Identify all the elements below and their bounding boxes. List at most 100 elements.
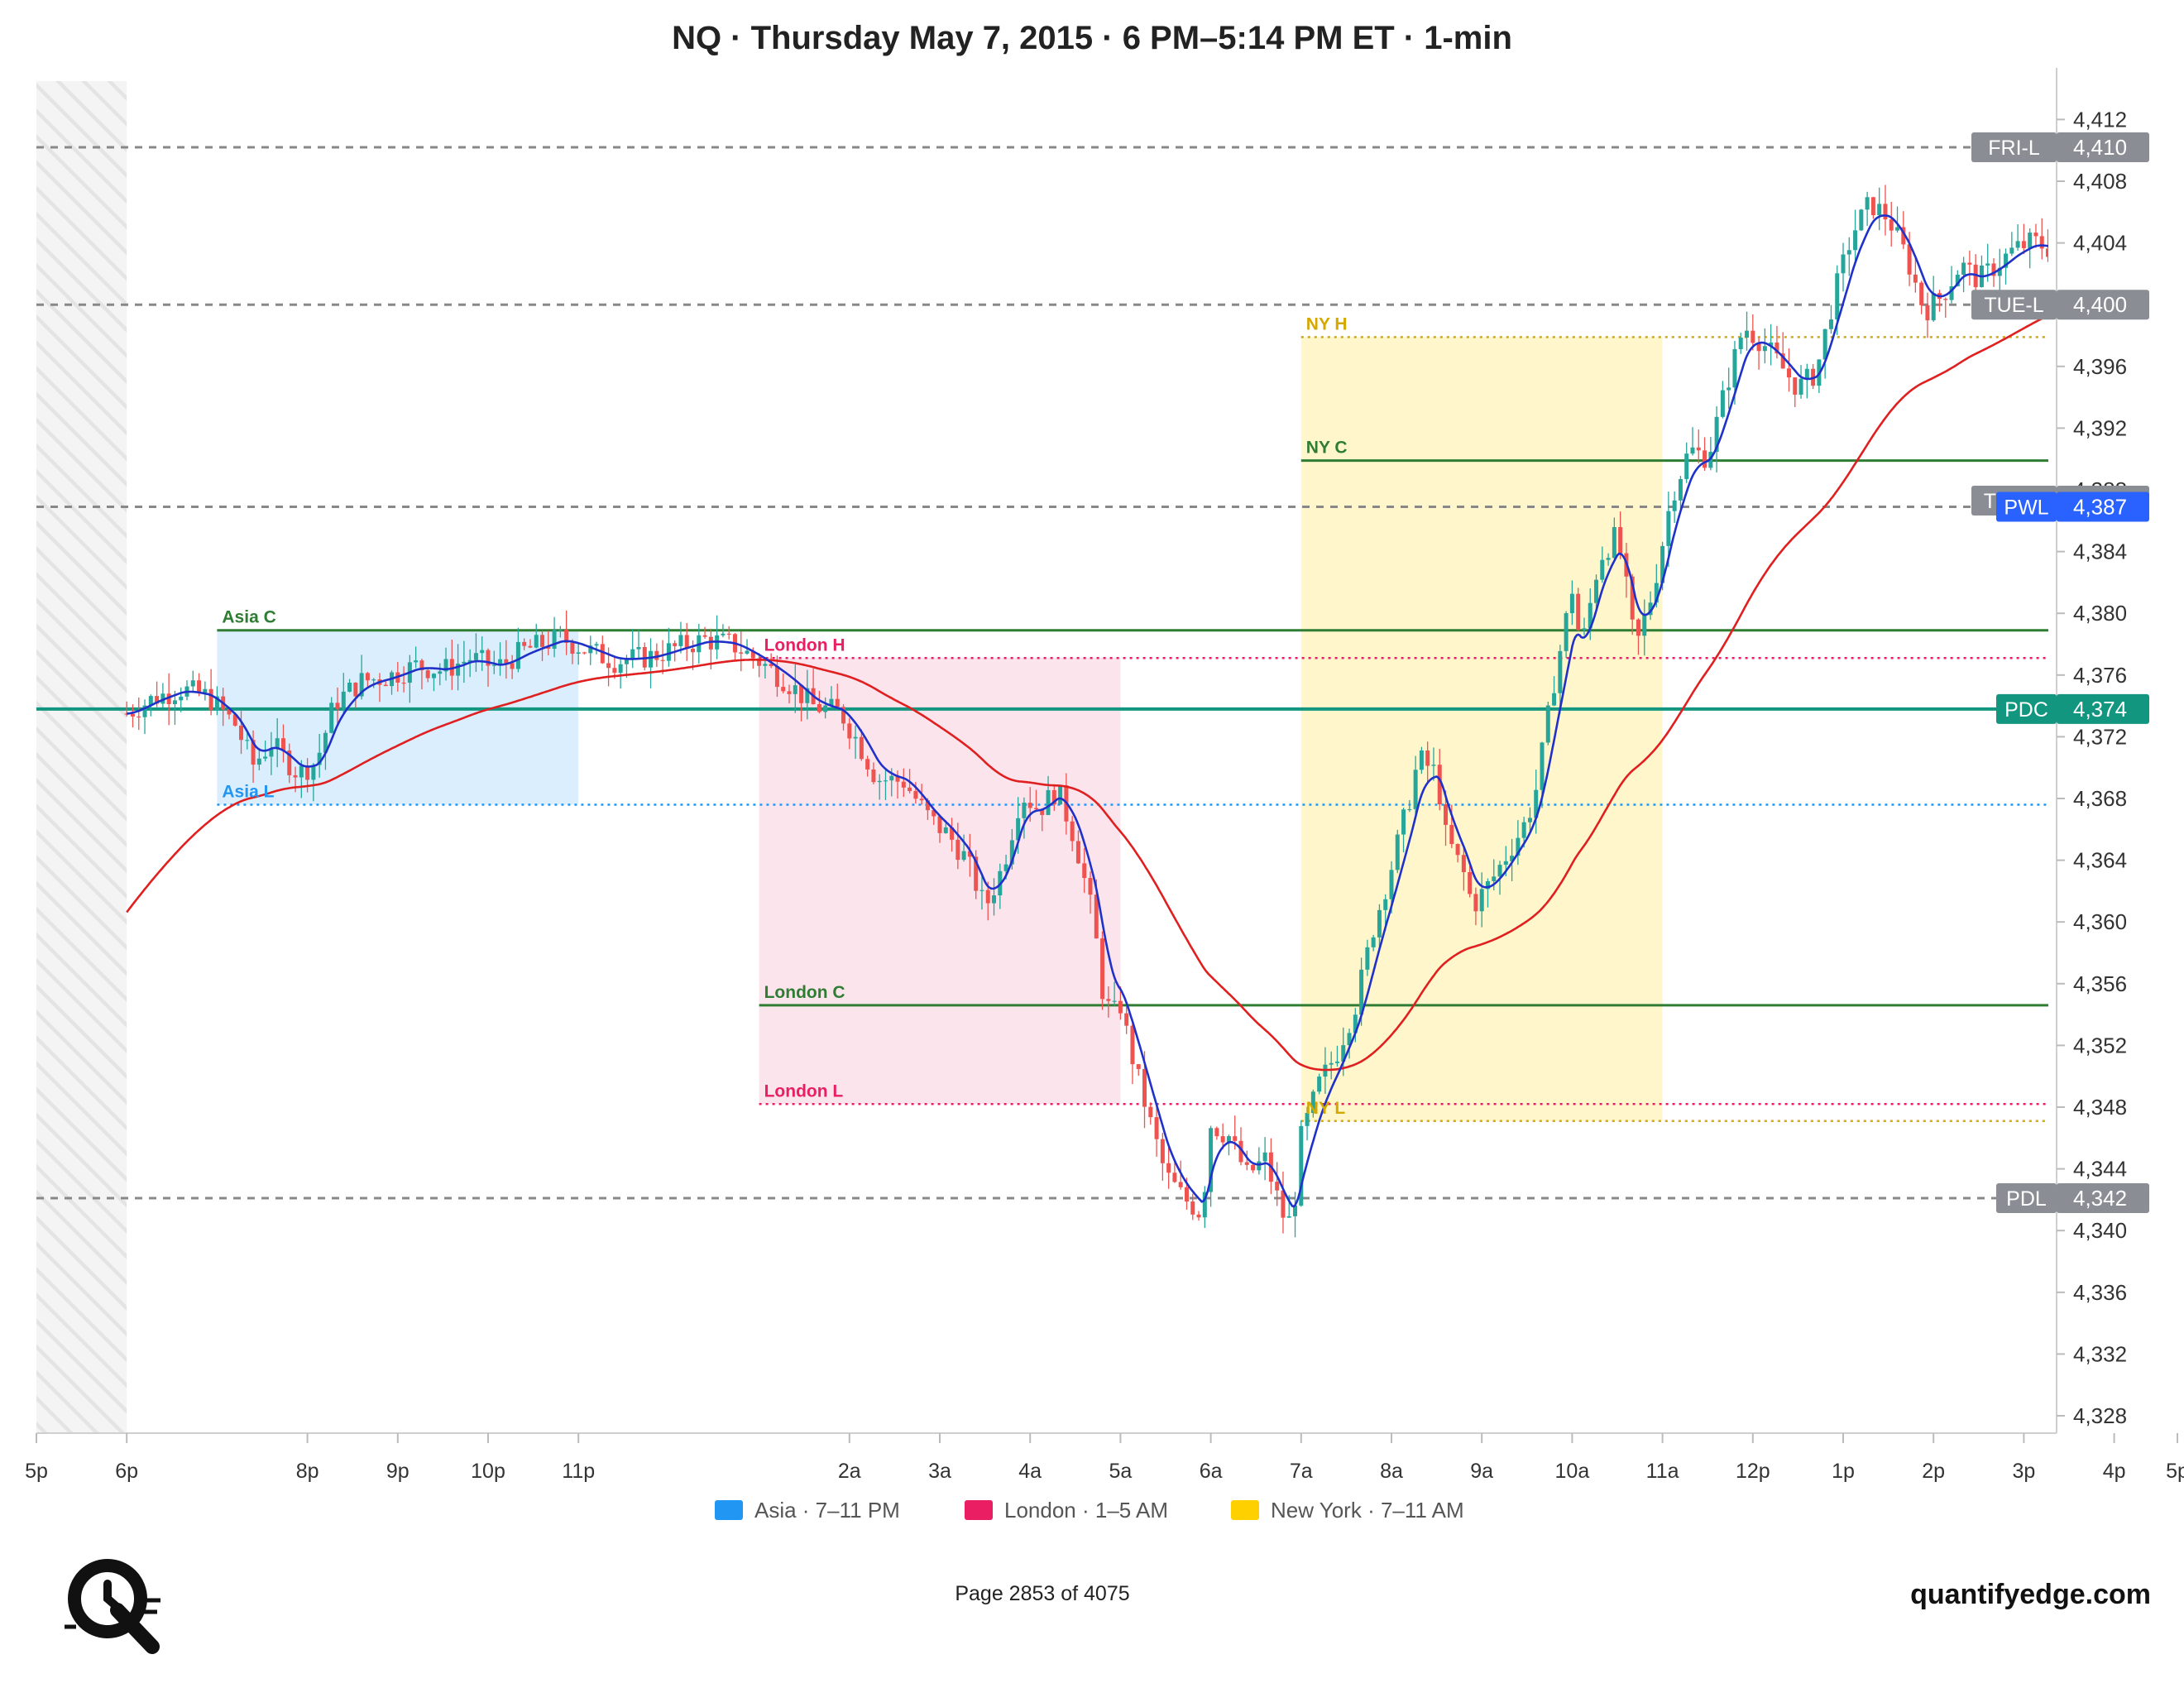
candle-body xyxy=(847,723,852,739)
candle-body xyxy=(1497,865,1502,877)
candle-body xyxy=(1516,837,1521,856)
candle-body xyxy=(1907,244,1912,275)
candle-body xyxy=(1202,1192,1207,1218)
candle-body xyxy=(1751,330,1755,343)
candle-body xyxy=(251,740,256,765)
candle-body xyxy=(1106,999,1111,1001)
candle-body xyxy=(383,684,388,687)
candle-body xyxy=(1690,447,1695,454)
candle-body xyxy=(275,738,280,749)
candle-body xyxy=(1485,880,1490,890)
candle-body xyxy=(2160,304,2164,306)
candle-body xyxy=(1184,1187,1189,1202)
candle-body xyxy=(480,650,485,654)
candle-body xyxy=(769,664,774,666)
candle-body xyxy=(528,645,533,648)
candle-body xyxy=(1961,262,1966,276)
y-tick-label: 4,392 xyxy=(2073,415,2127,440)
candle-body xyxy=(1136,1064,1141,1069)
candle-body xyxy=(2046,248,2048,257)
candle-body xyxy=(1479,889,1484,912)
candle-body xyxy=(1666,511,1671,546)
candle-body xyxy=(606,663,611,669)
candle-body xyxy=(1576,593,1581,631)
candle-body xyxy=(745,650,750,654)
candle-body xyxy=(1913,274,1918,283)
candle-body xyxy=(1286,1216,1291,1218)
session-box-1 xyxy=(759,658,1121,1105)
candle-body xyxy=(546,646,551,649)
candle-body xyxy=(829,698,834,706)
candle-body xyxy=(1985,263,1990,266)
candle-body xyxy=(438,671,443,674)
candle-body xyxy=(1016,818,1021,841)
candle-body xyxy=(425,670,430,679)
candle-body xyxy=(2015,241,2020,248)
candle-body xyxy=(708,636,713,650)
candle-body xyxy=(2033,233,2038,237)
candle-body xyxy=(1371,937,1376,947)
candle-body xyxy=(649,650,654,668)
candle-body xyxy=(793,685,797,694)
candle-body xyxy=(1841,254,1846,274)
candle-body xyxy=(2064,257,2068,273)
brand-logo-icon xyxy=(65,1559,160,1654)
reference-badge-value-bg xyxy=(2057,1183,2149,1214)
candle-body xyxy=(1444,804,1449,825)
candle-body xyxy=(2039,236,2044,249)
candle-body xyxy=(341,691,346,709)
price-levels xyxy=(36,146,2048,1200)
candle-body xyxy=(1148,1106,1153,1118)
candle-body xyxy=(232,714,237,726)
legend-newyork: New York · 7–11 AM xyxy=(1231,1496,1464,1524)
candle-body xyxy=(1527,818,1532,822)
candle-body xyxy=(1630,576,1635,620)
candle-body xyxy=(943,827,948,833)
candle-body xyxy=(166,693,171,704)
x-tick-label: 1p xyxy=(1832,1460,1855,1483)
candle-body xyxy=(2009,247,2014,254)
candle-body xyxy=(1745,330,1750,338)
candle-body xyxy=(636,646,641,650)
y-tick-label: 4,348 xyxy=(2073,1095,2127,1120)
candle-body xyxy=(1009,840,1014,865)
candle-body xyxy=(522,641,527,646)
candle-body xyxy=(1293,1205,1298,1216)
candle-body xyxy=(576,652,581,655)
candle-body xyxy=(510,663,515,669)
candle-body xyxy=(1365,947,1370,970)
candle-body xyxy=(726,633,731,635)
candle-body xyxy=(491,664,496,666)
candle-body xyxy=(1774,342,1779,354)
candle-body xyxy=(1503,861,1508,866)
candle-body xyxy=(1046,789,1051,815)
candle-body xyxy=(1732,348,1737,388)
candle-body xyxy=(462,661,467,664)
candle-body xyxy=(1196,1214,1201,1218)
candle-body xyxy=(1413,770,1418,809)
candle-body xyxy=(1780,353,1785,369)
candle-body xyxy=(1804,368,1809,379)
candle-body xyxy=(1606,558,1611,560)
candle-body xyxy=(148,696,153,706)
y-tick-label: 4,376 xyxy=(2073,663,2127,688)
reference-badge-value: 4,400 xyxy=(2073,292,2127,317)
candle-body xyxy=(280,738,285,751)
candle-body xyxy=(600,644,605,664)
candle-body xyxy=(431,674,436,679)
candle-body xyxy=(1473,894,1478,912)
candle-body xyxy=(901,781,906,788)
candle-body xyxy=(1636,619,1640,636)
candle-body xyxy=(908,787,912,792)
candle-body xyxy=(124,713,129,715)
candle-body xyxy=(1925,305,1930,321)
candle-body xyxy=(1540,742,1545,790)
candle-body xyxy=(155,696,160,704)
candle-body xyxy=(1166,1163,1171,1173)
candle-body xyxy=(1334,1061,1339,1063)
candle-body xyxy=(1094,894,1099,939)
candle-body xyxy=(1588,602,1592,629)
candle-body xyxy=(1798,378,1803,395)
candle-body xyxy=(564,630,569,643)
candle-body xyxy=(365,673,370,681)
